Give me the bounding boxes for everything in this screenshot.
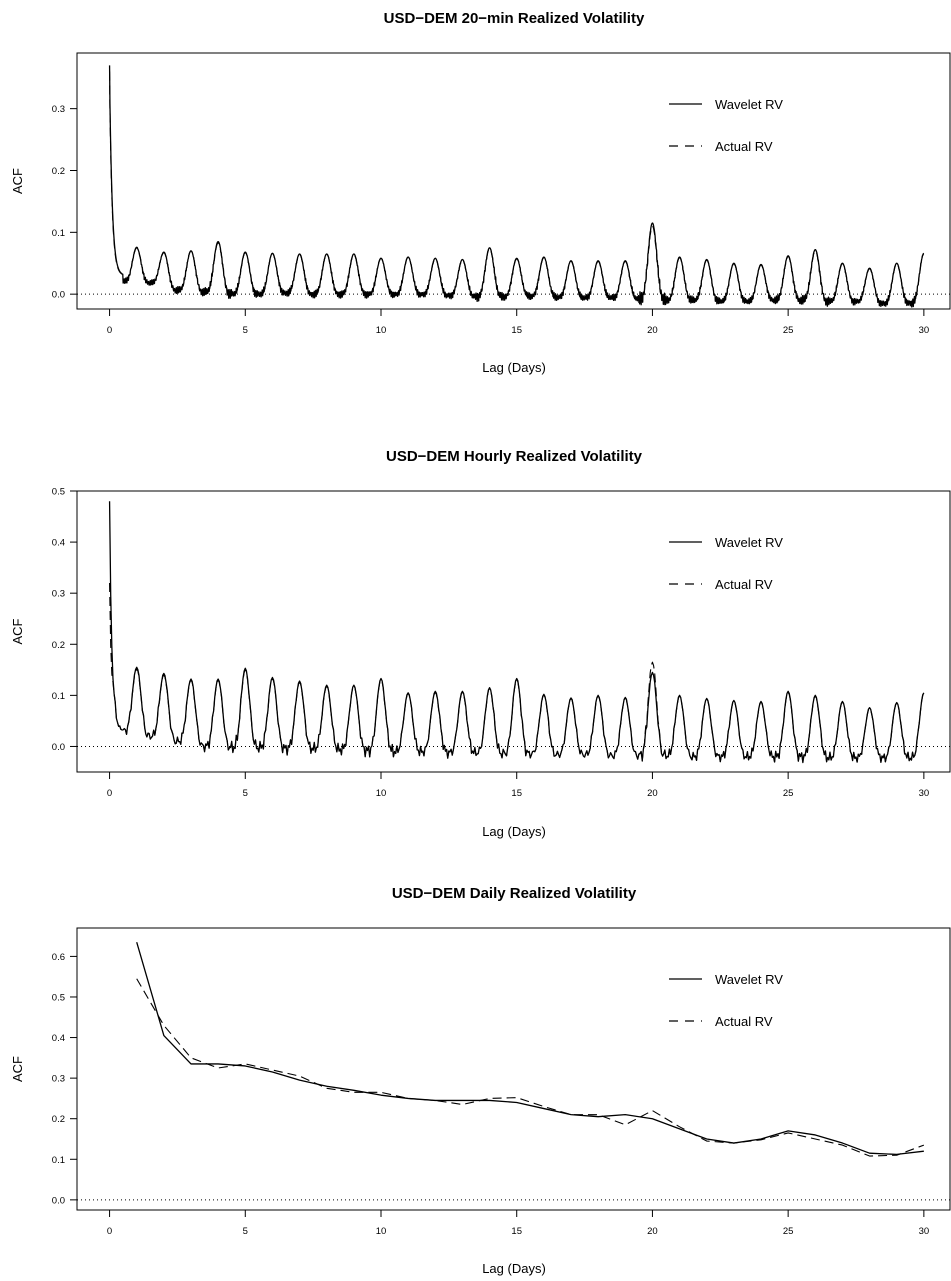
series-line-wavelet-rv — [136, 942, 924, 1156]
y-tick-label: 0.3 — [52, 104, 65, 115]
x-tick-label: 30 — [919, 788, 930, 799]
y-tick-label: 0.1 — [52, 691, 65, 702]
y-tick-label: 0.3 — [52, 1074, 65, 1085]
y-tick-label: 0.2 — [52, 1114, 65, 1125]
x-tick-label: 15 — [511, 325, 522, 336]
x-tick-label: 30 — [919, 325, 930, 336]
x-tick-label: 15 — [511, 1226, 522, 1237]
chart-panel-2: USD−DEM Hourly Realized Volatility 0 5 10 15… — [10, 448, 951, 839]
x-tick-label: 10 — [376, 325, 387, 336]
series-line-wavelet-rv — [108, 65, 925, 308]
y-tick-label: 0.5 — [52, 487, 65, 498]
x-tick-label: 0 — [107, 325, 112, 336]
y-tick-label: 0.2 — [52, 640, 65, 651]
y-tick-label: 0.5 — [52, 992, 65, 1003]
legend: Wavelet RV Actual RV — [669, 97, 783, 154]
x-tick-label: 0 — [107, 788, 112, 799]
legend-label: Actual RV — [715, 577, 773, 592]
x-tick-label: 20 — [647, 1226, 658, 1237]
x-axis-label: Lag (Days) — [482, 360, 546, 375]
y-tick-label: 0.1 — [52, 1155, 65, 1166]
legend-label: Wavelet RV — [715, 972, 783, 987]
x-tick-label: 25 — [783, 788, 794, 799]
plot-frame — [76, 52, 951, 310]
x-tick-label: 5 — [243, 788, 248, 799]
x-tick-label: 20 — [647, 788, 658, 799]
y-tick-label: 0.4 — [52, 538, 65, 549]
x-tick-label: 5 — [243, 325, 248, 336]
y-axis-label: ACF — [10, 618, 25, 644]
y-tick-label: 0.0 — [52, 742, 65, 753]
y-tick-label: 0.2 — [52, 166, 65, 177]
series-line-actual-rv — [109, 582, 925, 764]
x-tick-label: 25 — [783, 325, 794, 336]
series-line-wavelet-rv — [108, 501, 925, 764]
y-tick-label: 0.1 — [52, 228, 65, 239]
x-axis-label: Lag (Days) — [482, 824, 546, 839]
x-tick-label: 10 — [376, 1226, 387, 1237]
legend-label: Actual RV — [715, 1014, 773, 1029]
y-axis-label: ACF — [10, 168, 25, 194]
legend: Wavelet RV Actual RV — [669, 972, 783, 1029]
plot-frame — [76, 927, 951, 1211]
y-tick-label: 0.6 — [52, 952, 65, 963]
y-tick-label: 0.3 — [52, 589, 65, 600]
legend-label: Wavelet RV — [715, 97, 783, 112]
chart-panel-3: USD−DEM Daily Realized Volatility 0 5 10 15 2… — [10, 885, 951, 1276]
x-tick-label: 25 — [783, 1226, 794, 1237]
plot-frame — [76, 490, 951, 773]
series-line-actual-rv — [136, 978, 925, 1157]
chart-title: USD−DEM Daily Realized Volatility — [392, 885, 637, 902]
legend-label: Wavelet RV — [715, 535, 783, 550]
x-tick-label: 5 — [243, 1226, 248, 1237]
legend: Wavelet RV Actual RV — [669, 535, 783, 592]
chart-title: USD−DEM 20−min Realized Volatility — [384, 10, 645, 27]
x-tick-label: 0 — [107, 1226, 112, 1237]
x-tick-label: 15 — [511, 788, 522, 799]
chart-title: USD−DEM Hourly Realized Volatility — [386, 448, 643, 465]
x-tick-label: 10 — [376, 788, 387, 799]
x-tick-label: 20 — [647, 325, 658, 336]
legend-label: Actual RV — [715, 139, 773, 154]
x-axis-label: Lag (Days) — [482, 1261, 546, 1276]
y-axis-label: ACF — [10, 1056, 25, 1082]
y-tick-label: 0.0 — [52, 290, 65, 301]
series-line-actual-rv — [109, 71, 925, 308]
chart-panel-1: USD−DEM 20−min Realized Volatility 0 5 10 15… — [10, 10, 951, 375]
x-tick-label: 30 — [919, 1226, 930, 1237]
y-tick-label: 0.4 — [52, 1033, 65, 1044]
y-tick-label: 0.0 — [52, 1195, 65, 1206]
